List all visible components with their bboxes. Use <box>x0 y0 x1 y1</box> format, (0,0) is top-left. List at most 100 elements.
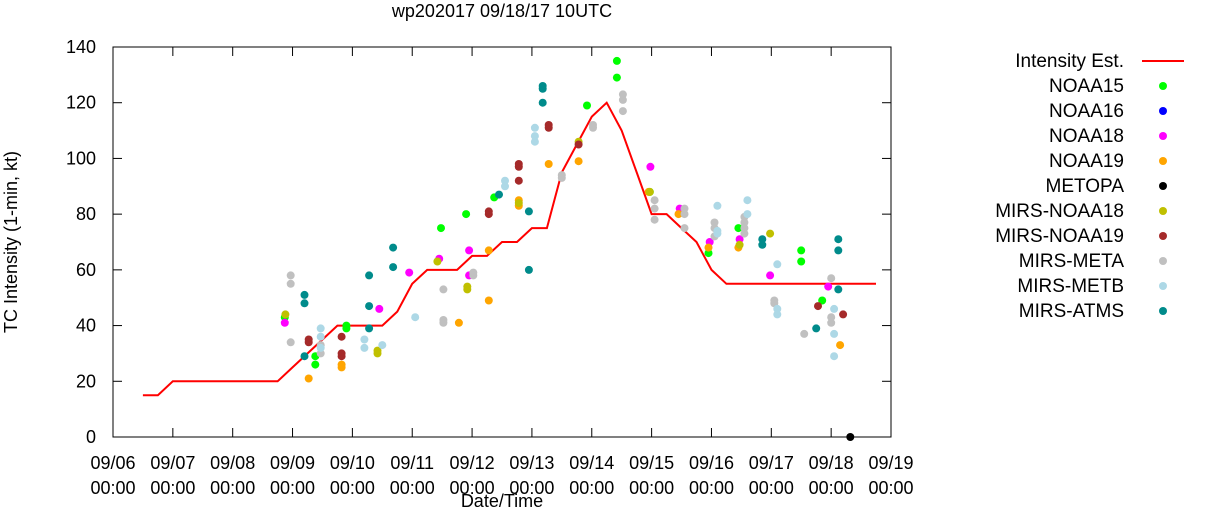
data-point <box>342 321 351 330</box>
data-point <box>405 268 414 277</box>
x-axis: 09/06 00:00 09/07 00:00 09/08 00:00 09/09 00:00… <box>90 47 914 498</box>
y-tick-label: 60 <box>76 260 96 280</box>
chart-title: wp202017 09/18/17 10UTC <box>391 1 612 21</box>
data-point <box>316 332 325 341</box>
legend-swatch-dot <box>1159 132 1167 140</box>
legend-label: METOPA <box>1046 176 1125 197</box>
data-point <box>773 304 782 313</box>
legend-label: NOAA19 <box>1049 151 1124 172</box>
data-point <box>827 313 836 322</box>
legend-label: NOAA15 <box>1049 76 1124 97</box>
data-point <box>818 296 827 305</box>
data-point <box>514 160 523 168</box>
data-point <box>704 243 713 252</box>
data-point <box>484 246 493 255</box>
data-point <box>286 271 295 280</box>
data-point <box>834 246 843 255</box>
data-point <box>650 204 659 213</box>
data-point <box>773 310 782 319</box>
data-point <box>300 352 309 361</box>
x-tick-date-label: 09/10 <box>330 453 375 473</box>
plot-frame <box>112 46 892 438</box>
data-point <box>758 235 767 244</box>
data-point <box>514 176 523 185</box>
data-point <box>514 199 523 207</box>
data-point <box>650 196 659 205</box>
legend-label: MIRS-NOAA18 <box>995 201 1124 222</box>
data-point <box>612 73 621 82</box>
data-point <box>734 224 743 233</box>
data-point <box>389 243 398 252</box>
data-point <box>834 285 843 294</box>
data-point <box>463 282 472 291</box>
data-point <box>439 285 448 294</box>
data-point <box>839 310 848 319</box>
x-tick-date-label: 09/06 <box>90 453 135 473</box>
data-point <box>462 210 471 219</box>
data-point <box>650 215 659 224</box>
y-tick-label: 40 <box>76 316 96 336</box>
data-point <box>524 265 533 274</box>
y-tick-label: 80 <box>76 204 96 224</box>
legend-label: Intensity Est. <box>1015 51 1124 72</box>
data-point <box>797 257 806 266</box>
data-point <box>812 324 821 333</box>
legend-swatch-dot <box>1159 107 1167 115</box>
data-point <box>758 240 767 249</box>
x-tick-time-label: 00:00 <box>330 478 375 498</box>
data-point <box>713 229 722 238</box>
series-mirs-noaa19 <box>304 121 848 361</box>
data-point <box>713 201 722 210</box>
data-point <box>465 246 474 255</box>
x-tick-date-label: 09/18 <box>809 453 854 473</box>
x-tick-date-label: 09/09 <box>270 453 315 473</box>
data-point <box>337 360 346 369</box>
data-point <box>365 271 374 280</box>
y-axis: 0 20 40 60 80 100 120 140 <box>66 37 891 447</box>
x-tick-time-label: 00:00 <box>689 478 734 498</box>
data-point <box>469 271 478 280</box>
legend-swatch-dot <box>1159 207 1167 215</box>
data-point <box>646 162 655 171</box>
legend-swatch-dot <box>1159 232 1167 240</box>
data-point <box>378 341 387 350</box>
x-tick-time-label: 00:00 <box>868 478 913 498</box>
data-point <box>304 374 313 383</box>
x-tick-date-label: 09/16 <box>689 453 734 473</box>
data-point <box>300 290 309 299</box>
data-point <box>735 235 744 244</box>
x-tick-time-label: 00:00 <box>90 478 135 498</box>
y-tick-label: 120 <box>66 93 96 113</box>
x-tick-date-label: 09/13 <box>509 453 554 473</box>
data-point <box>830 352 839 361</box>
data-point <box>827 318 836 327</box>
legend-label: MIRS-METB <box>1017 276 1124 297</box>
x-tick-date-label: 09/19 <box>868 453 913 473</box>
x-tick-time-label: 00:00 <box>569 478 614 498</box>
data-point <box>544 160 553 168</box>
data-point <box>674 210 683 219</box>
data-point <box>454 318 463 327</box>
legend-label: MIRS-NOAA19 <box>995 226 1124 247</box>
y-tick-label: 20 <box>76 371 96 391</box>
data-point <box>316 349 325 358</box>
legend-swatch-dot <box>1159 157 1167 165</box>
data-point <box>740 224 749 233</box>
data-point <box>495 190 503 199</box>
data-point <box>373 346 382 355</box>
series-mirs-atms <box>300 82 843 361</box>
x-tick-time-label: 00:00 <box>390 478 435 498</box>
x-tick-date-label: 09/08 <box>210 453 255 473</box>
series-mirs-metb <box>316 123 839 361</box>
data-marks <box>142 56 876 441</box>
data-point <box>773 260 782 269</box>
data-point <box>740 218 749 227</box>
data-point <box>389 263 398 272</box>
data-point <box>484 296 493 305</box>
data-point <box>484 207 493 216</box>
x-tick-time-label: 00:00 <box>450 478 495 498</box>
data-point <box>360 343 369 352</box>
data-point <box>743 210 752 219</box>
y-axis-label: TC Intensity (1-min, kt) <box>1 151 21 333</box>
